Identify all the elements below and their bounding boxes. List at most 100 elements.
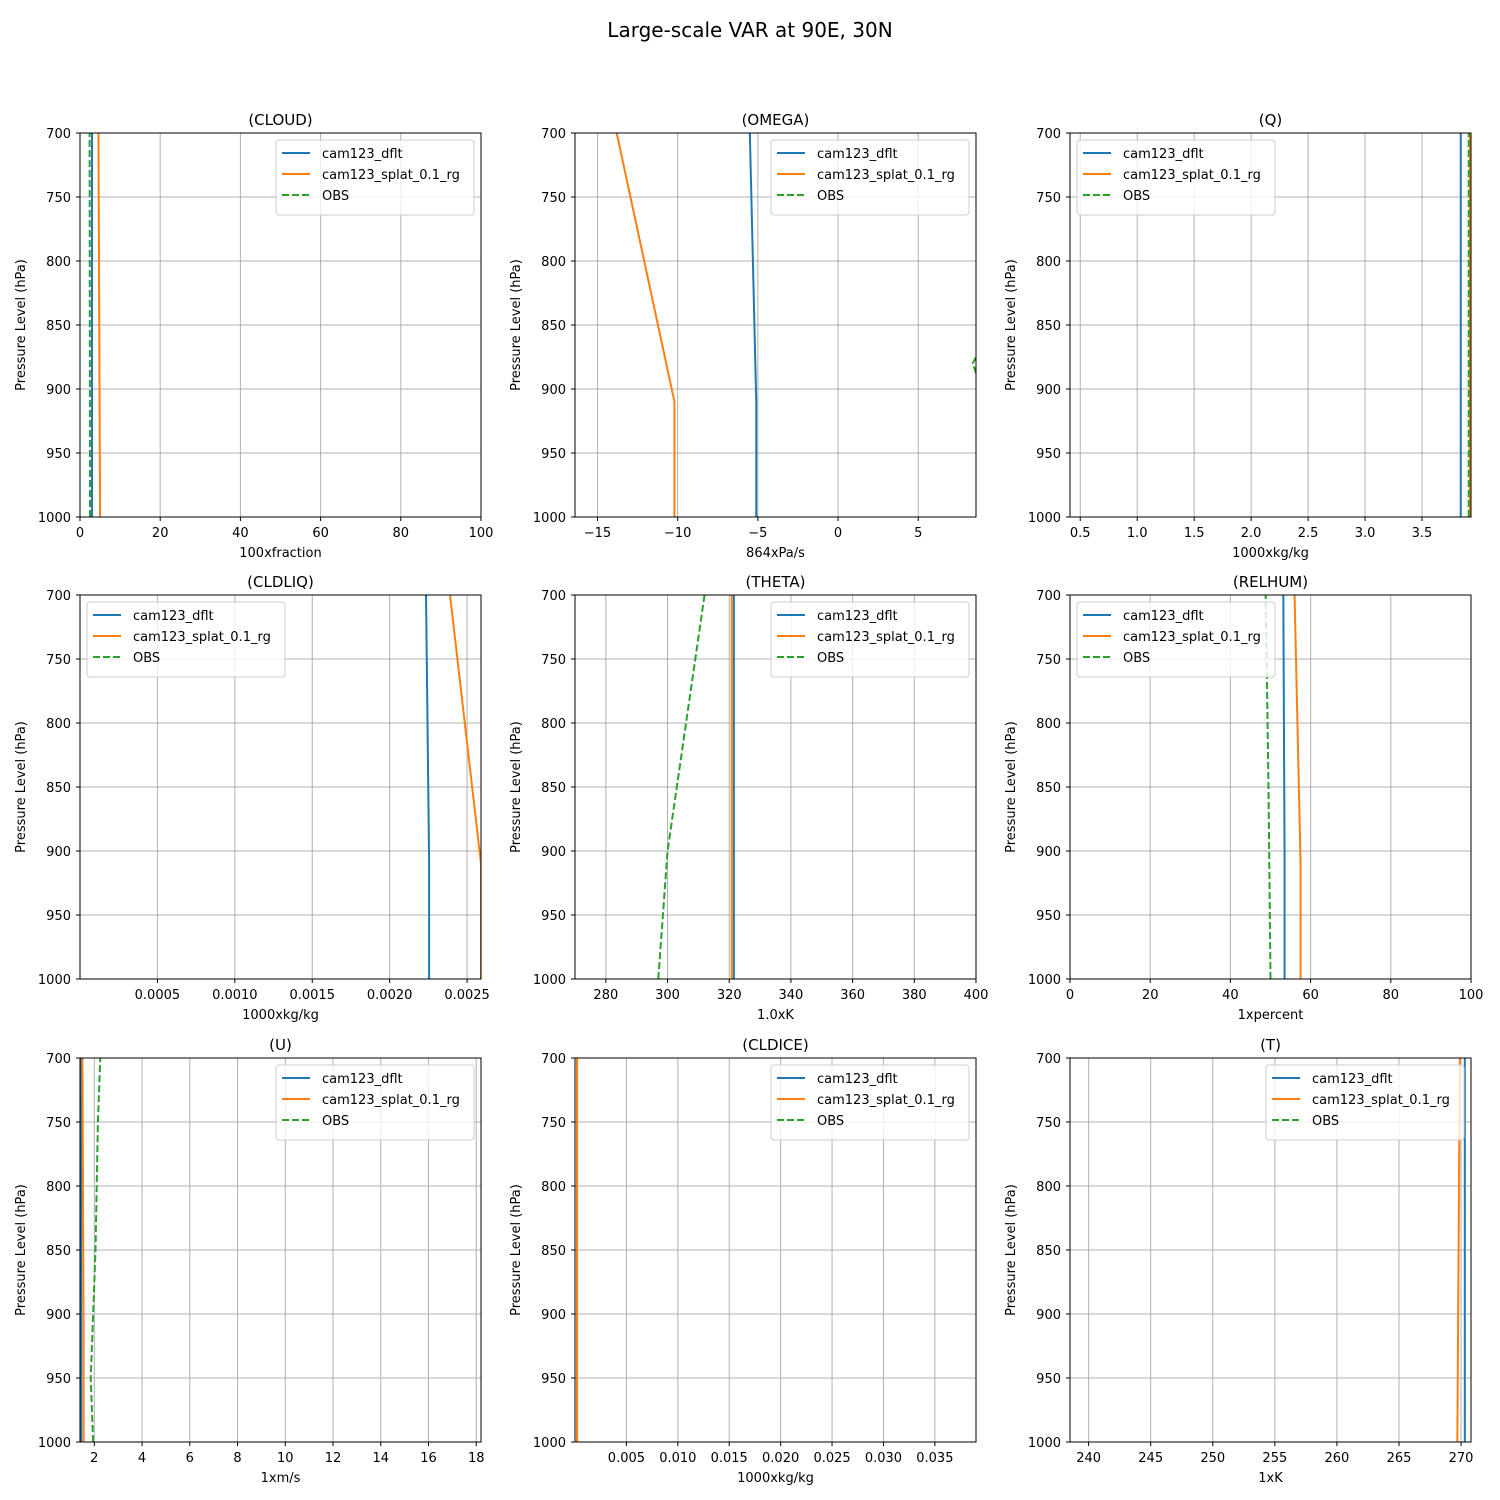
panel-title: (CLOUD) [248, 111, 312, 129]
x-tick-label: 2 [90, 1451, 98, 1466]
panel-title: (U) [269, 1036, 292, 1054]
y-tick-label: 900 [1036, 845, 1061, 860]
x-axis-label: 1xpercent [1238, 1008, 1304, 1023]
y-tick-label: 750 [46, 653, 71, 668]
legend-box [86, 601, 286, 678]
y-tick-label: 800 [1036, 255, 1061, 270]
y-tick-label: 750 [1036, 653, 1061, 668]
y-tick-label: 900 [541, 845, 566, 860]
x-tick-label: 260 [1325, 1451, 1350, 1466]
x-tick-label: 20 [1142, 988, 1159, 1003]
legend-box [770, 601, 970, 678]
legend-label: cam123_splat_0.1_rg [817, 168, 955, 183]
x-axis-label: 1xK [1258, 1471, 1283, 1486]
x-tick-label: 0.0010 [212, 988, 258, 1003]
y-tick-label: 950 [1036, 1372, 1061, 1387]
legend-label: OBS [1123, 651, 1150, 666]
x-axis-label: 1000xkg/kg [737, 1471, 814, 1486]
x-tick-label: 0.0020 [367, 988, 413, 1003]
x-tick-label: 1.5 [1184, 526, 1205, 541]
y-tick-label: 700 [46, 127, 71, 142]
series-line-cam123-splat-0-1-rg [97, 133, 102, 517]
x-tick-label: 240 [1076, 1451, 1101, 1466]
panel-q: 0.5 1.0 1.5 2.0 2.5 3.0 3.5 700 750 800 850 900 950 1… [1004, 111, 1472, 561]
x-tick-label: 250 [1200, 1451, 1225, 1466]
x-axis-label: 1xm/s [261, 1471, 301, 1486]
series-line-cam123-splat-0-1-rg [449, 595, 481, 979]
x-tick-label: 0.0005 [135, 988, 181, 1003]
legend-label: cam123_dflt [1312, 1072, 1393, 1087]
legend-box [275, 139, 475, 216]
y-tick-label: 700 [1036, 1052, 1061, 1067]
legend-label: cam123_dflt [1123, 147, 1204, 162]
y-tick-label: 800 [1036, 717, 1061, 732]
legend: cam123_dflt cam123_splat_0.1_rg OBS [770, 139, 970, 216]
panel-grid: 0 20 40 60 80 1007007508008509009501000(CLOUD… [14, 111, 1483, 1486]
legend-label: OBS [817, 1114, 844, 1129]
x-tick-label: 0 [1066, 988, 1074, 1003]
panel-cloud: 0 20 40 60 80 100 700 750 800 850 900 950 1000 (CLOUD… [14, 111, 493, 561]
y-tick-label: 700 [1036, 127, 1061, 142]
panel-u: 2 4 6 8 10 12 14 16 18 700 750 800 850 900 950 1000 (U) 1… [14, 1036, 484, 1486]
panel-t: 240 245 250 255 260 265 270 700 750 800 850 900 950 1… [1004, 1036, 1473, 1486]
legend-label: OBS [817, 651, 844, 666]
x-tick-label: 80 [393, 526, 410, 541]
x-tick-label: 0.0025 [444, 988, 490, 1003]
legend-label: OBS [133, 651, 160, 666]
y-tick-label: 750 [46, 1116, 71, 1131]
y-tick-label: 1000 [38, 1436, 71, 1451]
y-tick-label: 950 [46, 447, 71, 462]
panel-cldliq: 0.0005 0.0010 0.0015 0.0020 0.0025 700 750 800 8… [14, 573, 490, 1023]
x-tick-label: 100 [1459, 988, 1484, 1003]
series-line-obs [657, 595, 706, 979]
y-tick-label: 800 [541, 1180, 566, 1195]
y-tick-label: 900 [1036, 1308, 1061, 1323]
y-tick-label: 1000 [533, 1436, 566, 1451]
legend-label: cam123_dflt [322, 1072, 403, 1087]
x-tick-label: 14 [372, 1451, 389, 1466]
series-line-cam123-splat-0-1-rg [81, 1058, 85, 1442]
y-axis-label: Pressure Level (hPa) [14, 721, 29, 853]
panel-theta: 280 300 320 340 360 380 400 700 750 800 850 900 950 1… [509, 573, 988, 1023]
y-tick-label: 750 [541, 1116, 566, 1131]
panel-cldice: 0.005 0.010 0.015 0.020 0.025 0.030 0.035 700 75… [509, 1036, 977, 1486]
panel-title: (CLDICE) [742, 1036, 808, 1054]
x-tick-label: 340 [779, 988, 804, 1003]
panel-omega: −15 −10 −5 0 5 700 750 800 850 900 950 1000 (OMEGA) 8… [509, 111, 977, 561]
x-axis-label: 1000xkg/kg [242, 1008, 319, 1023]
y-tick-label: 700 [541, 1052, 566, 1067]
y-tick-label: 900 [46, 1308, 71, 1323]
legend-label: cam123_dflt [133, 609, 214, 624]
y-tick-label: 950 [541, 447, 566, 462]
y-tick-label: 800 [46, 717, 71, 732]
legend: cam123_dflt cam123_splat_0.1_rg OBS [1076, 139, 1276, 216]
y-tick-label: 1000 [38, 511, 71, 526]
y-tick-label: 900 [1036, 383, 1061, 398]
y-tick-label: 800 [46, 1180, 71, 1195]
legend: cam123_dflt cam123_splat_0.1_rg OBS [770, 601, 970, 678]
y-tick-label: 850 [541, 781, 566, 796]
x-tick-label: 0.0015 [289, 988, 335, 1003]
y-axis-label: Pressure Level (hPa) [14, 259, 29, 391]
y-axis-label: Pressure Level (hPa) [14, 1184, 29, 1316]
y-axis-label: Pressure Level (hPa) [509, 259, 524, 391]
legend-label: cam123_dflt [817, 1072, 898, 1087]
panel-title: (CLDLIQ) [247, 573, 314, 591]
panel-title: (THETA) [746, 573, 806, 591]
y-tick-label: 850 [46, 781, 71, 796]
y-tick-label: 850 [1036, 319, 1061, 334]
x-tick-label: 3.5 [1412, 526, 1433, 541]
x-tick-label: 245 [1138, 1451, 1163, 1466]
legend: cam123_dflt cam123_splat_0.1_rg OBS [275, 139, 475, 216]
legend-label: cam123_splat_0.1_rg [322, 168, 460, 183]
y-tick-label: 950 [541, 1372, 566, 1387]
y-tick-label: 900 [46, 845, 71, 860]
x-tick-label: 8 [233, 1451, 241, 1466]
y-tick-label: 1000 [38, 973, 71, 988]
legend-label: cam123_dflt [322, 147, 403, 162]
x-tick-label: 320 [717, 988, 742, 1003]
legend-label: OBS [1123, 189, 1150, 204]
x-tick-label: 280 [593, 988, 618, 1003]
y-axis-label: Pressure Level (hPa) [1004, 721, 1019, 853]
series-line-obs [89, 1058, 102, 1442]
